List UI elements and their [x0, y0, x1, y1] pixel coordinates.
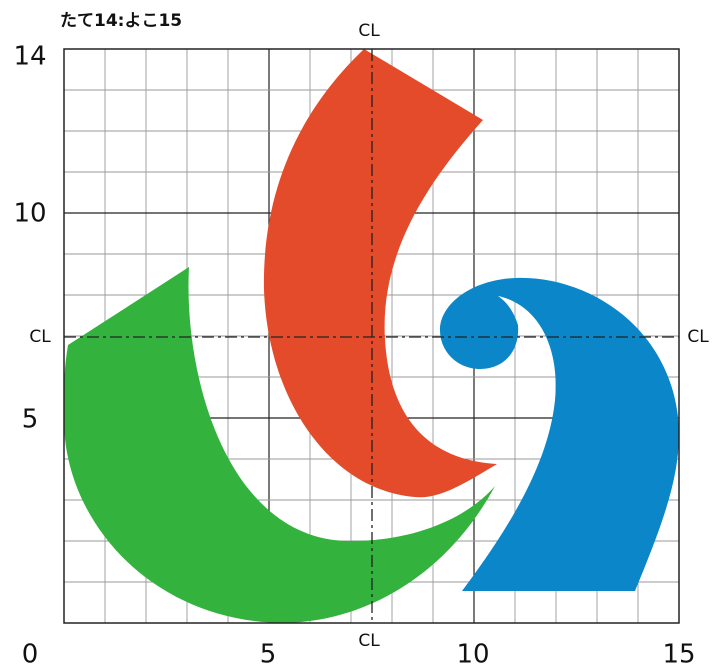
y-label: 10	[13, 199, 46, 229]
cl-label: CL	[687, 327, 709, 347]
red-shape	[263, 49, 497, 498]
x-label: 15	[662, 640, 695, 670]
frame	[63, 48, 680, 624]
y-label: 14	[13, 42, 46, 72]
title: たて14:よこ15	[60, 11, 182, 31]
cl-label: CL	[358, 21, 380, 41]
cl-label: CL	[29, 327, 51, 347]
cl-label: CL	[358, 631, 380, 651]
green-shape	[63, 267, 496, 623]
y-label: 5	[22, 405, 39, 435]
x-label: 10	[456, 640, 489, 670]
x-label: 0	[22, 640, 39, 670]
x-label: 5	[260, 640, 277, 670]
blue-shape	[440, 277, 680, 591]
